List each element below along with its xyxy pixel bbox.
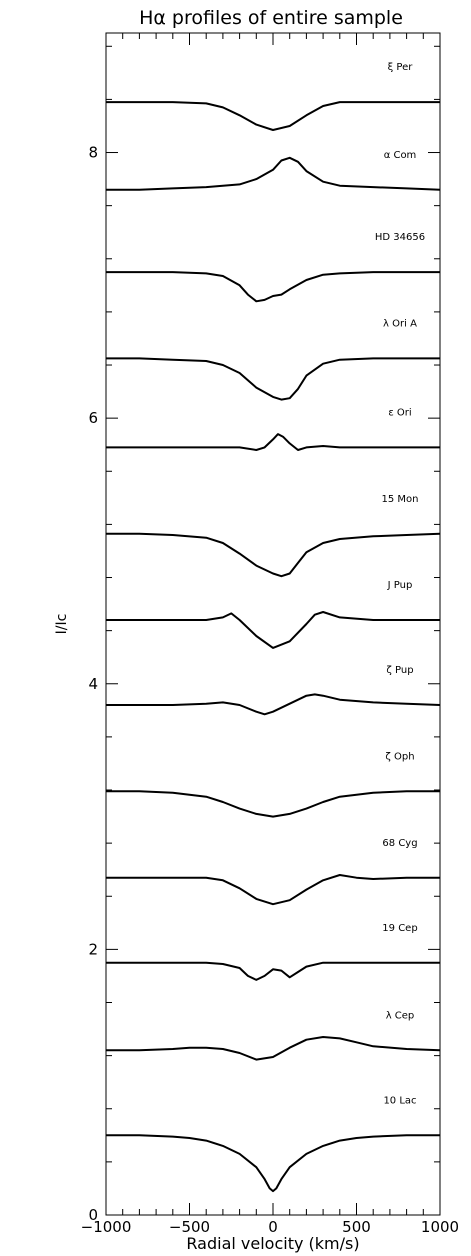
y-tick-label: 2 [88, 940, 98, 958]
series-line [106, 790, 440, 818]
series-line [106, 271, 440, 303]
series-line [106, 156, 441, 191]
series-group: ξ Per α Com HD 34656 λ Ori A ε Ori 15 Mon J Pu… [106, 62, 441, 1193]
x-axis: −1000 −500 0 500 1000 [81, 33, 459, 1236]
x-tick-label: 1000 [421, 1218, 459, 1236]
series-label: ξ Per [388, 62, 414, 73]
x-tick-label: 0 [268, 1218, 278, 1236]
series-line [106, 693, 441, 716]
series-label: ζ Pup [386, 665, 413, 676]
y-tick-label: 0 [88, 1206, 98, 1224]
series-label: α Com [384, 150, 417, 161]
series-label: HD 34656 [375, 232, 425, 243]
series-label: 19 Cep [382, 923, 417, 934]
series-line [106, 961, 440, 981]
series-line [106, 874, 440, 906]
series-label: 15 Mon [382, 494, 419, 505]
x-tick-label: 500 [342, 1218, 371, 1236]
series-label: 68 Cyg [382, 838, 417, 849]
y-tick-label: 6 [88, 409, 98, 427]
y-tick-label: 8 [88, 144, 98, 162]
x-tick-label: −1000 [81, 1218, 132, 1236]
x-axis-label: Radial velocity (km/s) [186, 1234, 359, 1253]
plot-frame [105, 32, 441, 1216]
series-label: λ Cep [386, 1010, 415, 1021]
series-line [106, 532, 441, 578]
y-axis-label: I/Ic [54, 614, 70, 635]
series-line [106, 611, 440, 649]
series-label: λ Ori A [383, 319, 417, 330]
series-label: J Pup [387, 580, 413, 591]
series-label: ζ Oph [385, 751, 414, 762]
x-tick-label: −500 [169, 1218, 210, 1236]
series-line [106, 357, 440, 401]
series-label: ε Ori [388, 407, 411, 418]
chart-title: Hα profiles of entire sample [139, 7, 403, 29]
y-axis: 0 2 4 6 8 [88, 45, 440, 1224]
series-line [106, 433, 440, 451]
y-tick-label: 4 [88, 675, 98, 693]
series-line [106, 1134, 440, 1193]
series-line [106, 1036, 441, 1061]
series-line [106, 101, 440, 131]
series-label: 10 Lac [383, 1095, 416, 1106]
